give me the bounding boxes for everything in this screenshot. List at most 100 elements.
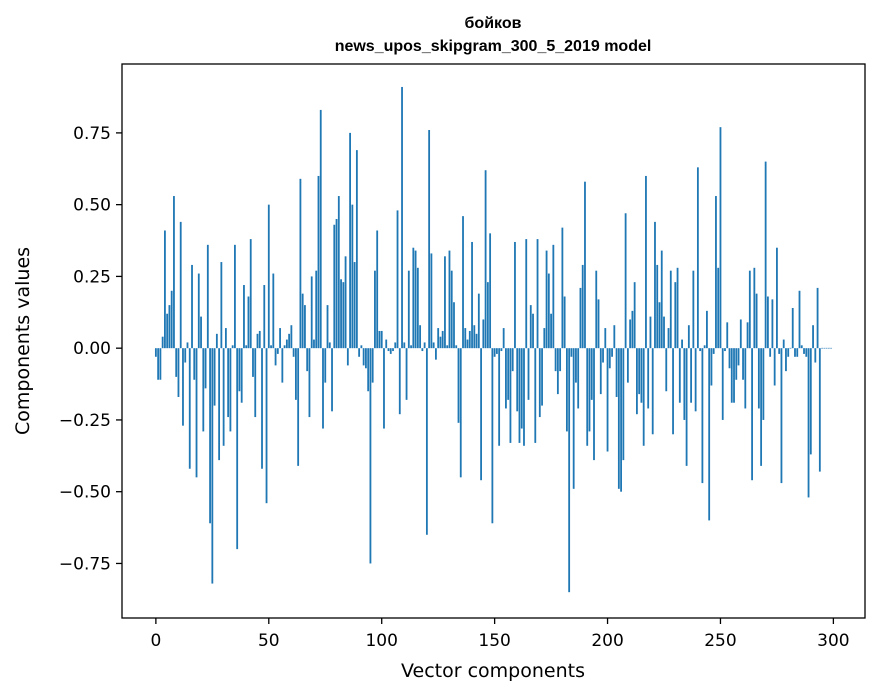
bar bbox=[353, 262, 356, 349]
bar bbox=[215, 333, 218, 349]
bar bbox=[258, 330, 261, 349]
bar bbox=[502, 328, 505, 349]
bar bbox=[197, 273, 200, 349]
bar bbox=[642, 348, 645, 446]
bar bbox=[154, 348, 157, 357]
bar bbox=[182, 348, 184, 426]
bar bbox=[696, 167, 699, 349]
bar bbox=[306, 348, 309, 372]
bar bbox=[816, 287, 819, 349]
bar bbox=[760, 348, 763, 466]
bar bbox=[665, 348, 668, 392]
bar bbox=[773, 348, 776, 386]
bar bbox=[602, 348, 604, 363]
bar bbox=[421, 348, 424, 352]
bar bbox=[299, 178, 302, 349]
bar bbox=[728, 348, 731, 369]
bar bbox=[324, 348, 327, 383]
bar bbox=[606, 348, 609, 452]
bar bbox=[374, 270, 376, 349]
bar bbox=[701, 348, 704, 484]
bar bbox=[588, 348, 591, 432]
bar bbox=[326, 305, 329, 349]
bar bbox=[685, 348, 688, 466]
bar bbox=[554, 348, 557, 372]
bar bbox=[450, 270, 453, 349]
bar bbox=[238, 348, 241, 392]
bar bbox=[780, 348, 783, 484]
bar bbox=[473, 325, 476, 349]
bar bbox=[757, 348, 760, 409]
bar bbox=[624, 213, 627, 349]
bar bbox=[586, 348, 589, 446]
bar bbox=[622, 348, 625, 461]
bar bbox=[315, 270, 318, 349]
bar bbox=[331, 348, 333, 412]
bar bbox=[511, 348, 514, 372]
bar bbox=[604, 328, 607, 349]
bar bbox=[394, 342, 397, 349]
bar bbox=[177, 348, 180, 397]
bar bbox=[818, 348, 821, 472]
bar bbox=[313, 339, 315, 349]
bar bbox=[565, 348, 568, 432]
bar bbox=[645, 175, 647, 349]
bar bbox=[803, 348, 805, 354]
bar bbox=[563, 296, 566, 349]
bar bbox=[249, 239, 252, 349]
bar bbox=[626, 348, 629, 383]
x-tick-label: 0 bbox=[150, 631, 161, 651]
bar bbox=[444, 256, 446, 349]
bar bbox=[425, 348, 428, 535]
bar bbox=[486, 282, 489, 349]
bar bbox=[505, 348, 507, 409]
bar bbox=[403, 342, 406, 349]
bar bbox=[796, 348, 799, 357]
bar bbox=[726, 322, 729, 349]
bar bbox=[166, 313, 169, 349]
bar bbox=[520, 348, 523, 429]
x-tick-label: 100 bbox=[365, 631, 397, 651]
bar bbox=[699, 348, 702, 352]
bar bbox=[694, 348, 697, 412]
x-axis-ticks: 0 50 100 150 200 250 300 bbox=[150, 618, 850, 651]
bar bbox=[545, 250, 548, 349]
bar bbox=[651, 348, 654, 435]
bar bbox=[477, 293, 480, 349]
bar bbox=[453, 302, 455, 349]
bar bbox=[441, 330, 444, 349]
bar bbox=[532, 313, 534, 349]
bar bbox=[570, 348, 573, 357]
bar bbox=[369, 348, 372, 564]
bar bbox=[830, 347, 833, 349]
y-axis-label: Components values bbox=[12, 247, 34, 435]
bar bbox=[322, 348, 324, 429]
bar bbox=[358, 348, 361, 357]
bar bbox=[733, 348, 735, 403]
bar bbox=[283, 345, 286, 349]
bar bbox=[164, 230, 166, 349]
bar bbox=[265, 348, 268, 504]
bar bbox=[475, 333, 478, 349]
bar bbox=[620, 348, 622, 492]
bar bbox=[254, 348, 257, 418]
bar bbox=[593, 348, 595, 461]
bar bbox=[245, 345, 248, 349]
bar bbox=[581, 264, 584, 349]
bar bbox=[294, 348, 297, 400]
bar bbox=[396, 210, 399, 349]
bar bbox=[737, 348, 740, 366]
bar bbox=[825, 347, 828, 349]
bar bbox=[568, 348, 571, 593]
bar bbox=[159, 348, 162, 380]
bar bbox=[276, 348, 279, 354]
bar bbox=[464, 328, 467, 349]
bar bbox=[385, 339, 388, 349]
bar bbox=[206, 244, 209, 349]
bar bbox=[371, 348, 374, 383]
bar bbox=[355, 150, 358, 349]
bar bbox=[762, 348, 765, 420]
bar bbox=[525, 239, 528, 349]
bar bbox=[468, 330, 471, 349]
x-tick-label: 200 bbox=[591, 631, 623, 651]
